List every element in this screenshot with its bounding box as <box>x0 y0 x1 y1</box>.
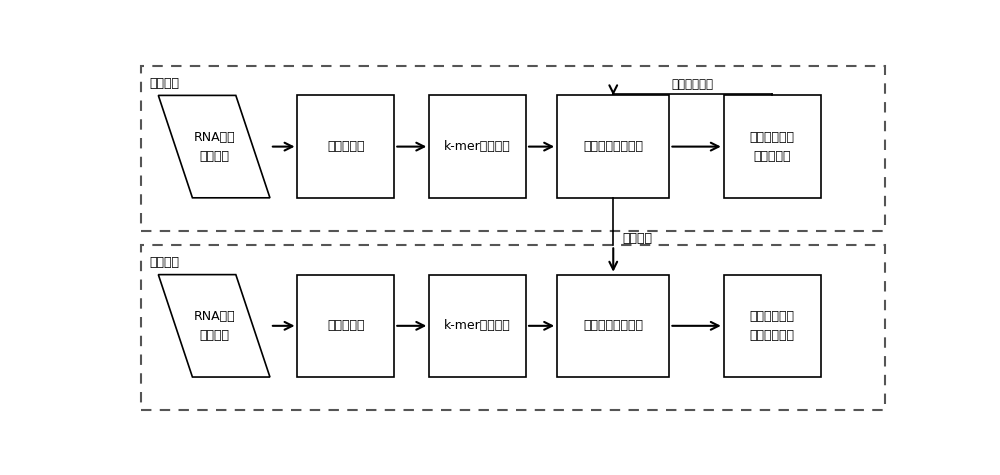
Text: 数据预处理: 数据预处理 <box>327 319 365 332</box>
Bar <box>557 95 669 198</box>
Bar <box>297 95 394 198</box>
Text: k-mer嵌入编码: k-mer嵌入编码 <box>444 140 511 153</box>
Bar <box>429 95 526 198</box>
Bar <box>724 95 821 198</box>
Bar <box>429 275 526 377</box>
Text: 预测序列结合
位点是否存在: 预测序列结合 位点是否存在 <box>750 310 795 342</box>
Text: 数据预处理: 数据预处理 <box>327 140 365 153</box>
Text: 预测结果与实
际结果比对: 预测结果与实 际结果比对 <box>750 131 795 162</box>
Text: 训练阶段: 训练阶段 <box>150 77 180 90</box>
Text: 预测阶段: 预测阶段 <box>150 256 180 269</box>
Text: RNA训练
序列数据: RNA训练 序列数据 <box>193 131 235 162</box>
Bar <box>140 66 885 231</box>
Bar <box>557 275 669 377</box>
Text: 调整网络参数: 调整网络参数 <box>672 78 714 91</box>
Text: 自注意力神经网络: 自注意力神经网络 <box>583 140 643 153</box>
Text: 网络参数: 网络参数 <box>623 231 653 245</box>
Polygon shape <box>158 275 270 377</box>
Polygon shape <box>158 95 270 198</box>
Bar <box>297 275 394 377</box>
Bar <box>140 246 885 410</box>
Text: 自注意力神经网络: 自注意力神经网络 <box>583 319 643 332</box>
Text: k-mer嵌入编码: k-mer嵌入编码 <box>444 319 511 332</box>
Bar <box>724 275 821 377</box>
Text: RNA测试
序列数据: RNA测试 序列数据 <box>193 310 235 342</box>
